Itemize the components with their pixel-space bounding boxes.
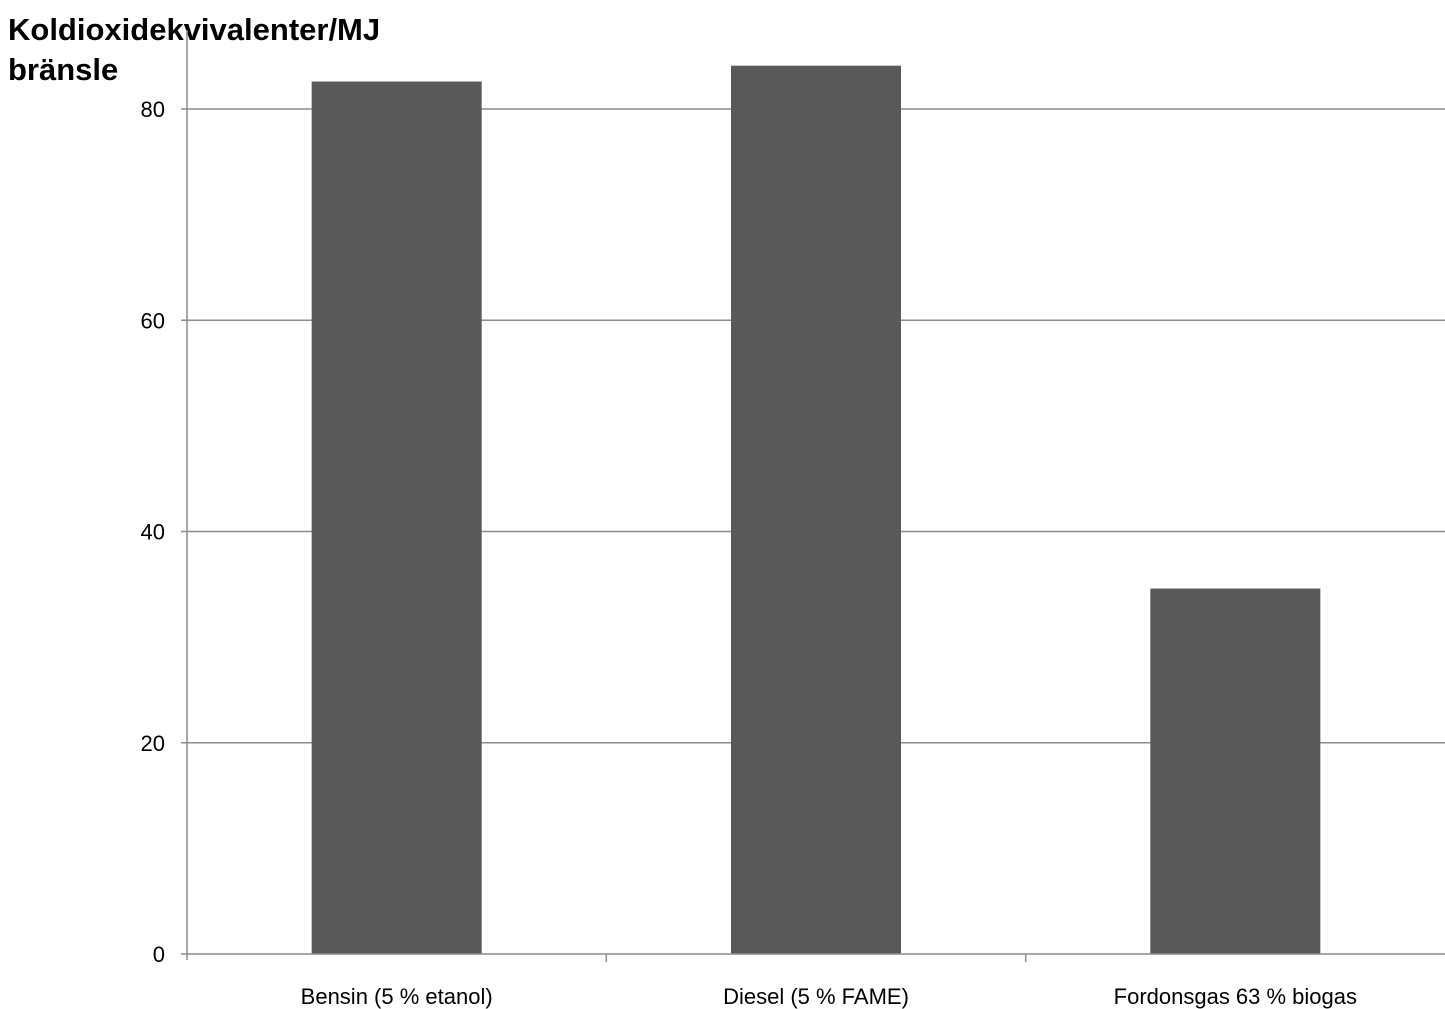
x-tick-label: Diesel (5 % FAME)	[723, 984, 909, 1009]
bar-2	[731, 65, 901, 955]
y-tick-label: 20	[141, 731, 165, 756]
bar-3	[1150, 588, 1321, 954]
y-tick-label: 80	[141, 97, 165, 122]
y-tick-labels: 0 20 40 60 80	[141, 97, 165, 967]
y-tick-label: 0	[153, 942, 165, 967]
x-tick-label: Bensin (5 % etanol)	[301, 984, 493, 1009]
y-tick-label: 40	[141, 520, 165, 545]
bars	[311, 65, 1321, 955]
y-tick-label: 60	[141, 308, 165, 333]
axes	[181, 30, 1445, 962]
x-tick-labels: Bensin (5 % etanol) Diesel (5 % FAME) Ford…	[301, 984, 1357, 1009]
bar-1	[311, 81, 482, 955]
x-tick-label: Fordonsgas 63 % biogas	[1114, 984, 1357, 1009]
y-axis-title: Koldioxidekvivalenter/MJ bränsle	[8, 12, 381, 87]
